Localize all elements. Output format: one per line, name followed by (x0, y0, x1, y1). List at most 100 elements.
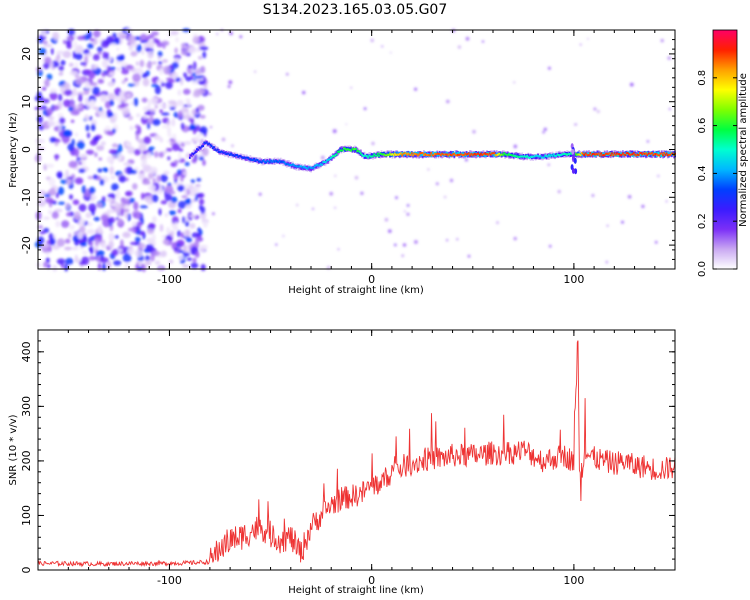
noise-dot (312, 207, 314, 210)
signal-cell (616, 152, 618, 155)
noise-blob (148, 222, 156, 229)
noise-dot (467, 254, 471, 258)
noise-blob (189, 124, 197, 131)
noise-blob (134, 236, 141, 243)
signal-cell (607, 153, 610, 156)
noise-blob (43, 216, 51, 220)
signal-cell (290, 164, 293, 166)
signal-cell (329, 157, 332, 160)
noise-blob (69, 224, 75, 230)
noise-blob (56, 171, 63, 179)
noise-blob (41, 139, 45, 143)
signal-cell (396, 153, 399, 156)
noise-blob (127, 115, 134, 121)
signal-cell (429, 154, 431, 157)
noise-blob (62, 39, 67, 45)
signal-cell (353, 148, 356, 150)
noise-dot (302, 90, 306, 95)
noise-blob (144, 111, 152, 116)
signal-cell (540, 156, 543, 159)
signal-cell (590, 154, 593, 157)
noise-blob (99, 179, 105, 186)
noise-blob (165, 81, 173, 89)
noise-blob (144, 260, 152, 266)
noise-dot (332, 129, 337, 134)
signal-cell (281, 160, 283, 163)
signal-cell (219, 151, 221, 154)
noise-dot (575, 123, 578, 126)
signal-cell (215, 149, 218, 152)
noise-blob (52, 31, 60, 41)
x-tick-label: -100 (157, 273, 182, 286)
noise-blob (183, 72, 188, 78)
noise-blob (147, 34, 155, 39)
noise-blob (142, 181, 151, 185)
signal-cell (646, 151, 649, 155)
signal-cell (557, 154, 560, 156)
signal-cell (237, 155, 240, 158)
noise-blob (103, 168, 109, 173)
spectrogram-ylabel: Frequency (Hz) (8, 112, 19, 188)
signal-cell (489, 153, 492, 156)
signal-cell (380, 153, 383, 156)
noise-blob (102, 263, 107, 271)
noise-dot (472, 129, 476, 134)
signal-cell (601, 154, 604, 157)
signal-cell (535, 154, 538, 157)
spectrogram-marks (34, 27, 676, 273)
noise-dot (646, 140, 650, 143)
signal-cell (589, 152, 592, 155)
noise-blob (115, 190, 121, 200)
signal-cell (499, 151, 502, 155)
noise-blob (121, 68, 129, 75)
signal-cell (583, 154, 585, 156)
signal-cell (522, 155, 525, 158)
noise-dot (445, 239, 449, 242)
signal-cell (293, 164, 295, 167)
noise-blob (65, 238, 71, 244)
noise-blob (121, 80, 126, 84)
signal-smudge (573, 157, 577, 164)
noise-blob (189, 214, 197, 218)
signal-cell (568, 153, 571, 155)
signal-cell (253, 158, 255, 163)
signal-cell (327, 158, 329, 161)
noise-blob (58, 201, 66, 205)
signal-cell (510, 154, 513, 157)
noise-blob (89, 99, 96, 107)
signal-cell (531, 156, 533, 159)
noise-dot (384, 217, 389, 222)
signal-cell (324, 161, 327, 164)
signal-cell (631, 153, 634, 156)
noise-dot (228, 80, 233, 85)
noise-blob (152, 216, 157, 223)
x-tick-label: 100 (563, 574, 584, 587)
signal-cell (663, 152, 666, 156)
signal-cell (555, 152, 558, 157)
noise-blob (117, 143, 123, 153)
noise-blob (183, 141, 192, 145)
signal-cell (640, 152, 642, 155)
noise-blob (106, 155, 115, 164)
noise-dot (587, 38, 589, 40)
signal-cell (352, 148, 355, 151)
signal-cell (375, 154, 378, 157)
noise-dot (543, 127, 547, 131)
noise-dot (285, 72, 289, 76)
signal-cell (577, 151, 579, 155)
signal-cell (471, 154, 474, 157)
noise-blob (118, 104, 127, 108)
noise-blob (56, 238, 65, 247)
signal-cell (309, 166, 311, 169)
signal-cell (220, 150, 223, 153)
signal-cell (645, 152, 647, 155)
noise-blob (192, 36, 201, 44)
noise-blob (159, 109, 163, 114)
signal-cell (525, 154, 527, 158)
signal-cell (582, 152, 584, 155)
signal-cell (302, 166, 305, 170)
signal-cell (243, 156, 246, 159)
noise-blob (109, 43, 117, 47)
noise-blob (182, 170, 187, 176)
signal-cell (639, 153, 641, 157)
